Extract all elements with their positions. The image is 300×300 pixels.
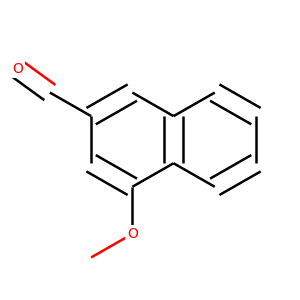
Text: O: O xyxy=(127,227,138,241)
Text: O: O xyxy=(12,62,23,76)
